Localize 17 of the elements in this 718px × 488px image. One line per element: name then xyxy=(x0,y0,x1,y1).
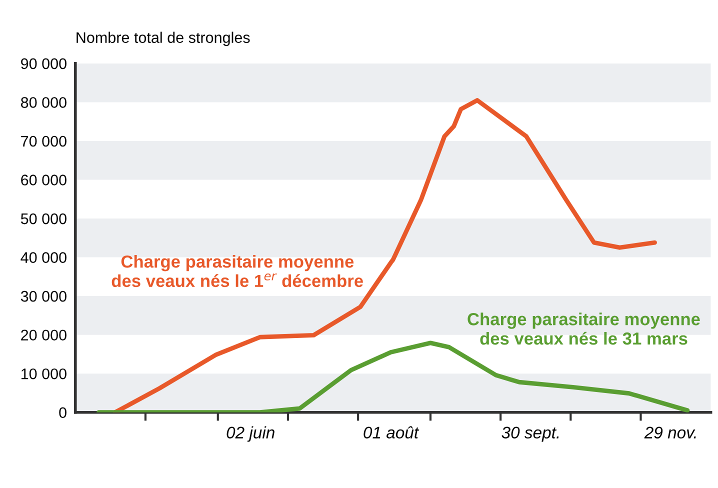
y-axis-title: Nombre total de strongles xyxy=(76,32,250,46)
y-tick-label: 50 000 xyxy=(20,213,66,224)
x-tick-label: 30 sept. xyxy=(502,426,559,442)
y-tick-label: 90 000 xyxy=(21,58,66,70)
y-tick-label: 70 000 xyxy=(21,136,66,147)
y-tick-label: 10 000 xyxy=(22,368,66,380)
x-tick-label: 02 juin xyxy=(226,426,274,442)
series-label: Charge parasitaire moyenne des veaux nés le 31 mars xyxy=(468,312,700,345)
y-tick-label: 30 000 xyxy=(20,290,66,302)
y-tick-label: 20 000 xyxy=(21,330,66,341)
y-tick-label: 40 000 xyxy=(20,252,66,263)
series-label: Charge parasitaire moyenne des veaux nés le 1$^{er}$ décembre xyxy=(112,255,363,288)
x-tick-label: 29 nov. xyxy=(644,426,696,438)
y-tick-label: 80 000 xyxy=(20,97,66,108)
y-tick-label: 60 000 xyxy=(21,174,66,186)
y-tick-label: 0 xyxy=(59,407,66,418)
x-tick-label: 01 août xyxy=(364,426,420,438)
